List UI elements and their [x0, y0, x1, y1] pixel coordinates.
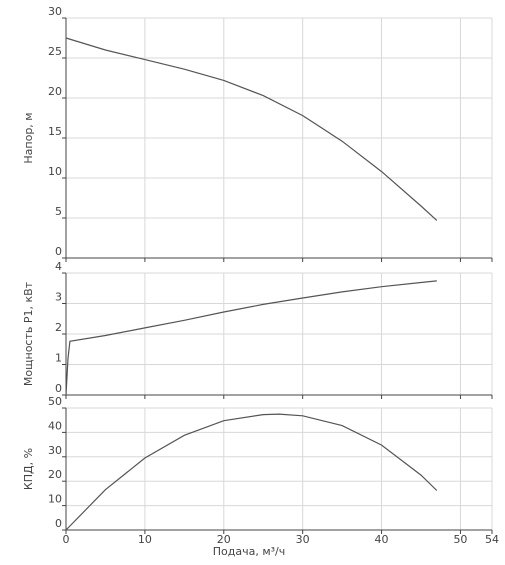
y-tick-label: 0: [55, 517, 62, 530]
x-tick-label: 0: [63, 533, 70, 546]
x-axis-title: Подача, м³/ч: [213, 545, 286, 558]
y-tick-label: 25: [48, 45, 62, 58]
y-axis-title: Напор, м: [22, 112, 35, 163]
y-tick-label: 3: [55, 291, 62, 304]
y-tick-label: 15: [48, 125, 62, 138]
y-tick-label: 30: [48, 5, 62, 18]
series-line: [65, 413, 438, 531]
x-tick-label: 10: [138, 533, 152, 546]
y-tick-label: 10: [48, 165, 62, 178]
y-tick-label: 1: [55, 352, 62, 365]
x-tick-label: 50: [453, 533, 467, 546]
y-tick-label: 50: [48, 395, 62, 408]
y-tick-label: 20: [48, 85, 62, 98]
x-tick-label: 30: [296, 533, 310, 546]
y-axis-title: КПД, %: [22, 448, 35, 490]
x-tick-label: 40: [375, 533, 389, 546]
y-tick-label: 40: [48, 419, 62, 432]
y-axis-title: Мощность P1, кВт: [22, 281, 35, 386]
y-tick-label: 0: [55, 245, 62, 258]
y-tick-label: 20: [48, 468, 62, 481]
y-tick-label: 30: [48, 444, 62, 457]
series-line: [65, 280, 437, 396]
y-tick-label: 4: [55, 260, 62, 273]
series-line: [65, 37, 438, 221]
y-tick-label: 2: [55, 321, 62, 334]
x-tick-label: 54: [485, 533, 499, 546]
y-tick-label: 5: [55, 205, 62, 218]
y-tick-label: 10: [48, 493, 62, 506]
x-tick-label: 20: [217, 533, 231, 546]
y-tick-label: 0: [55, 382, 62, 395]
